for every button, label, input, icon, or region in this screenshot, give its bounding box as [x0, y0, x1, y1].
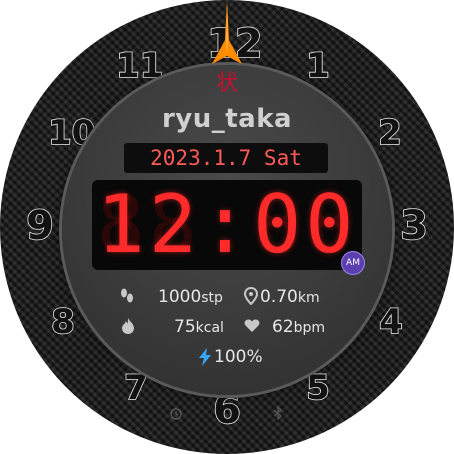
- numeral-9: 9: [25, 203, 54, 249]
- time-text: 12:00: [96, 178, 358, 271]
- time-ghost-segments: 88:88: [96, 178, 358, 271]
- distance-stat: 0.70km: [260, 287, 320, 308]
- steps-unit: stp: [201, 290, 223, 306]
- distance-unit: km: [297, 290, 320, 306]
- hand-pointer-icon: [212, 0, 242, 64]
- distance-value: 0.70: [260, 287, 298, 307]
- heart-rate-unit: bpm: [293, 320, 326, 336]
- heart-icon: [244, 319, 260, 332]
- date-text: 2023.1.7 Sat: [150, 146, 302, 170]
- numeral-1: 1: [305, 45, 330, 87]
- heart-rate-stat: 62bpm: [272, 317, 325, 338]
- numeral-5: 5: [305, 367, 330, 409]
- flame-icon: [122, 318, 134, 334]
- location-pin-icon: [244, 287, 258, 305]
- heart-rate-value: 62: [272, 317, 294, 337]
- calories-unit: kcal: [195, 320, 224, 336]
- time-panel: 88:88 12:00: [92, 180, 362, 270]
- numeral-7: 7: [123, 367, 148, 409]
- numeral-8: 8: [50, 301, 75, 343]
- alarm-icon: [170, 408, 182, 420]
- calories-stat: 75kcal: [174, 317, 224, 338]
- steps-value: 1000: [158, 287, 202, 307]
- brand-name: ryu_taka: [161, 104, 293, 134]
- numeral-4: 4: [378, 301, 403, 343]
- calories-value: 75: [174, 317, 196, 337]
- numeral-2: 2: [377, 112, 402, 154]
- battery-value: 100%: [214, 347, 263, 367]
- lightning-icon: [199, 348, 211, 366]
- bluetooth-icon: [273, 406, 282, 420]
- logo-glyph: 状: [215, 71, 238, 96]
- footsteps-icon: [121, 288, 133, 303]
- steps-stat: 1000stp: [158, 287, 223, 308]
- ampm-badge: AM: [342, 252, 364, 274]
- numeral-3: 3: [399, 203, 428, 249]
- date-panel: 2023.1.7 Sat: [124, 143, 328, 173]
